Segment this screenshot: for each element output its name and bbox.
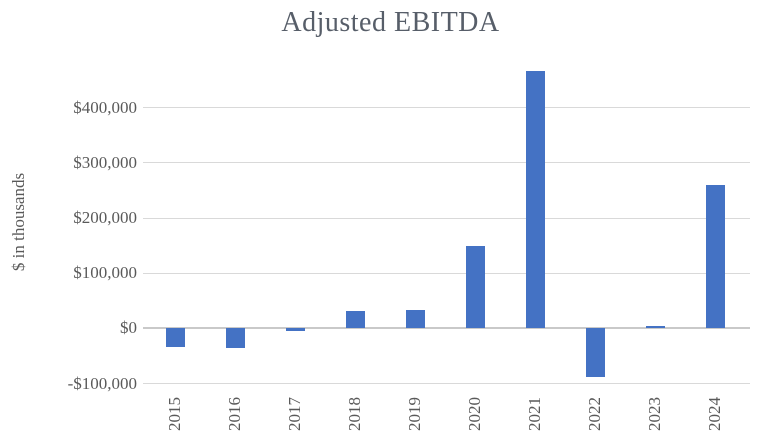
bar-2015	[165, 328, 185, 347]
x-tick-label-2016: 2016	[225, 397, 244, 431]
y-tick-label-300000: $300,000	[73, 152, 137, 172]
bar-2023	[645, 326, 665, 329]
gridline-300000	[143, 162, 750, 164]
x-tick-label-2023: 2023	[645, 397, 664, 431]
bar-2024	[705, 184, 725, 329]
y-axis-title: $ in thousands	[9, 172, 28, 272]
y-tick-label--100000: -$100,000	[67, 373, 137, 393]
bar-2021	[525, 71, 545, 329]
y-tick-label-0: $0	[120, 318, 137, 338]
x-tick-label-2019: 2019	[405, 397, 424, 431]
chart-title: Adjusted EBITDA	[281, 7, 500, 38]
x-tick-label-2018: 2018	[345, 397, 364, 431]
gridline-400000	[143, 107, 750, 109]
x-tick-label-2020: 2020	[465, 397, 484, 431]
bar-2018	[345, 311, 365, 329]
bar-2019	[405, 309, 425, 329]
bar-2020	[465, 245, 485, 329]
bar-2022	[585, 328, 605, 377]
x-tick-label-2022: 2022	[585, 397, 604, 431]
gridline-200000	[143, 217, 750, 219]
y-tick-label-200000: $200,000	[73, 208, 137, 227]
bar-2016	[225, 328, 245, 348]
x-tick-label-2015: 2015	[165, 397, 184, 431]
y-tick-label-400000: $400,000	[73, 97, 137, 117]
category-axis-line	[143, 327, 750, 330]
y-tick-label-100000: $100,000	[73, 263, 137, 283]
x-tick-label-2024: 2024	[705, 397, 724, 431]
x-tick-label-2017: 2017	[285, 397, 304, 431]
x-tick-label-2021: 2021	[525, 397, 544, 431]
gridline--100000	[143, 383, 750, 385]
bar-2017	[285, 328, 305, 332]
gridline-100000	[143, 272, 750, 274]
